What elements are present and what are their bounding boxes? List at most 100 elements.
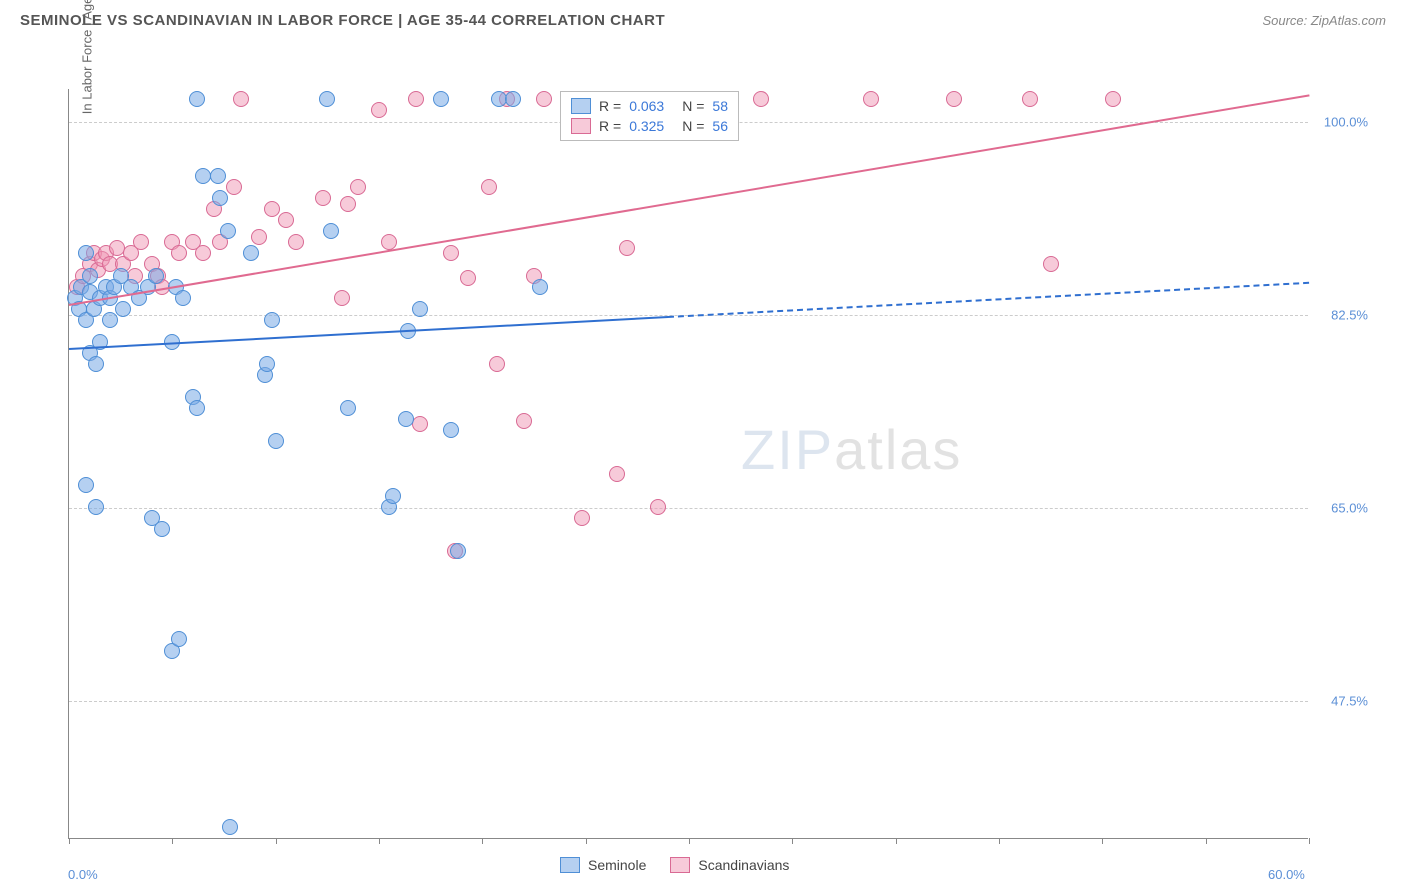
data-point [385, 488, 401, 504]
data-point [443, 422, 459, 438]
legend-label: Seminole [588, 857, 646, 873]
legend-r-label: R = [599, 98, 621, 114]
legend-r-label: R = [599, 118, 621, 134]
data-point [334, 290, 350, 306]
data-point [340, 400, 356, 416]
data-point [226, 179, 242, 195]
data-point [315, 190, 331, 206]
data-point [268, 433, 284, 449]
data-point [78, 477, 94, 493]
trend-line-extrapolated [668, 282, 1309, 318]
x-tick [172, 838, 173, 844]
data-point [323, 223, 339, 239]
gridline [69, 701, 1308, 702]
legend-row: R =0.325N =56 [571, 116, 728, 136]
x-tick [999, 838, 1000, 844]
data-point [210, 168, 226, 184]
data-point [505, 91, 521, 107]
legend-swatch [670, 857, 690, 873]
data-point [481, 179, 497, 195]
data-point [609, 466, 625, 482]
x-tick [1206, 838, 1207, 844]
legend-item: Scandinavians [670, 857, 789, 873]
data-point [82, 268, 98, 284]
data-point [88, 499, 104, 515]
x-axis-max-label: 60.0% [1268, 867, 1305, 882]
data-point [189, 400, 205, 416]
legend-item: Seminole [560, 857, 646, 873]
x-tick [276, 838, 277, 844]
data-point [619, 240, 635, 256]
data-point [133, 234, 149, 250]
data-point [189, 91, 205, 107]
data-point [1022, 91, 1038, 107]
data-point [212, 190, 228, 206]
x-tick [69, 838, 70, 844]
x-tick [689, 838, 690, 844]
data-point [195, 245, 211, 261]
legend-label: Scandinavians [698, 857, 789, 873]
data-point [489, 356, 505, 372]
legend-n-value: 58 [712, 98, 728, 114]
data-point [278, 212, 294, 228]
data-point [412, 416, 428, 432]
data-point [115, 301, 131, 317]
data-point [350, 179, 366, 195]
data-point [753, 91, 769, 107]
data-point [243, 245, 259, 261]
chart-title: SEMINOLE VS SCANDINAVIAN IN LABOR FORCE … [20, 12, 665, 29]
data-point [222, 819, 238, 835]
legend-r-value: 0.325 [629, 118, 664, 134]
data-point [443, 245, 459, 261]
data-point [259, 356, 275, 372]
data-point [148, 268, 164, 284]
legend-r-value: 0.063 [629, 98, 664, 114]
data-point [251, 229, 267, 245]
data-point [532, 279, 548, 295]
data-point [371, 102, 387, 118]
legend-swatch [571, 98, 591, 114]
data-point [650, 499, 666, 515]
data-point [220, 223, 236, 239]
data-point [340, 196, 356, 212]
source-label: Source: ZipAtlas.com [1262, 13, 1386, 28]
y-tick-label: 100.0% [1324, 115, 1368, 130]
x-tick [482, 838, 483, 844]
data-point [433, 91, 449, 107]
legend-swatch [571, 118, 591, 134]
watermark-right: atlas [834, 418, 962, 481]
x-tick [792, 838, 793, 844]
data-point [516, 413, 532, 429]
x-tick [1102, 838, 1103, 844]
data-point [408, 91, 424, 107]
trend-line [69, 316, 668, 350]
gridline [69, 508, 1308, 509]
x-axis-origin-label: 0.0% [68, 867, 98, 882]
data-point [946, 91, 962, 107]
data-point [264, 312, 280, 328]
correlation-legend: R =0.063N =58R =0.325N =56 [560, 91, 739, 141]
data-point [412, 301, 428, 317]
y-tick-label: 47.5% [1331, 694, 1368, 709]
data-point [78, 245, 94, 261]
data-point [1105, 91, 1121, 107]
data-point [450, 543, 466, 559]
data-point [1043, 256, 1059, 272]
data-point [863, 91, 879, 107]
data-point [319, 91, 335, 107]
y-tick-label: 65.0% [1331, 501, 1368, 516]
plot-region: ZIPatlas 100.0%82.5%65.0%47.5% [68, 89, 1308, 839]
data-point [574, 510, 590, 526]
data-point [175, 290, 191, 306]
series-legend: Seminole Scandinavians [560, 857, 789, 873]
legend-swatch [560, 857, 580, 873]
data-point [288, 234, 304, 250]
data-point [171, 631, 187, 647]
x-tick [1309, 838, 1310, 844]
data-point [536, 91, 552, 107]
data-point [460, 270, 476, 286]
watermark: ZIPatlas [741, 417, 962, 482]
legend-row: R =0.063N =58 [571, 96, 728, 116]
x-tick [896, 838, 897, 844]
x-tick [586, 838, 587, 844]
